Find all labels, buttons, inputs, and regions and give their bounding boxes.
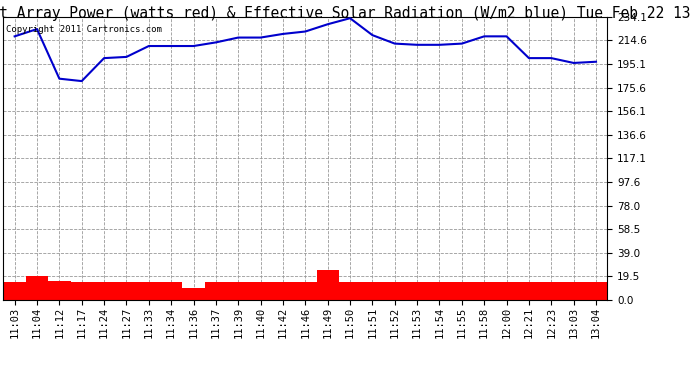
Bar	[3, 282, 26, 300]
Bar	[182, 288, 205, 300]
Bar	[115, 282, 137, 300]
Bar	[272, 282, 294, 300]
Bar	[48, 280, 70, 300]
Text: Copyright 2011 Cartronics.com: Copyright 2011 Cartronics.com	[6, 26, 162, 34]
Bar	[562, 282, 585, 300]
Bar	[406, 282, 428, 300]
Bar	[317, 270, 339, 300]
Bar	[70, 282, 93, 300]
Bar	[26, 276, 48, 300]
Text: East Array Power (watts red) & Effective Solar Radiation (W/m2 blue) Tue Feb 22 : East Array Power (watts red) & Effective…	[0, 6, 690, 21]
Bar	[473, 282, 495, 300]
Bar	[585, 282, 607, 300]
Bar	[451, 282, 473, 300]
Bar	[339, 282, 362, 300]
Bar	[227, 282, 249, 300]
Bar	[249, 282, 272, 300]
Bar	[294, 282, 317, 300]
Bar	[518, 282, 540, 300]
Bar	[428, 282, 451, 300]
Bar	[362, 282, 384, 300]
Bar	[137, 282, 160, 300]
Bar	[540, 282, 562, 300]
Bar	[160, 282, 182, 300]
Bar	[205, 282, 227, 300]
Bar	[384, 282, 406, 300]
Bar	[93, 282, 115, 300]
Bar	[495, 282, 518, 300]
